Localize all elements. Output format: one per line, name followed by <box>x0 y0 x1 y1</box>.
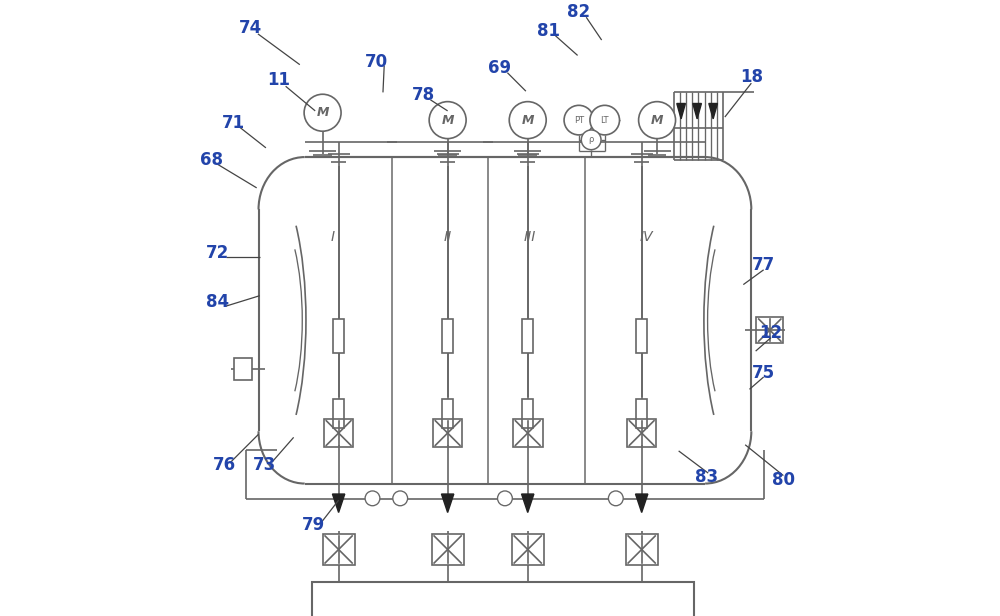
Bar <box>522 319 533 353</box>
Circle shape <box>429 102 466 139</box>
Circle shape <box>564 105 594 135</box>
Circle shape <box>608 491 623 506</box>
Text: 69: 69 <box>488 59 512 77</box>
Text: III: III <box>523 230 536 244</box>
Text: 75: 75 <box>752 363 775 382</box>
Text: 78: 78 <box>411 86 435 105</box>
Circle shape <box>581 130 601 150</box>
Text: II: II <box>444 230 452 244</box>
Bar <box>636 319 647 353</box>
Polygon shape <box>522 494 534 513</box>
Bar <box>323 534 355 565</box>
Text: M: M <box>441 113 454 127</box>
Text: 76: 76 <box>212 456 236 474</box>
Text: 73: 73 <box>253 456 276 474</box>
Text: 68: 68 <box>200 151 223 169</box>
Polygon shape <box>636 494 648 513</box>
Bar <box>522 399 533 428</box>
Text: 81: 81 <box>537 22 560 40</box>
Text: 12: 12 <box>759 323 783 342</box>
Bar <box>442 399 453 428</box>
Circle shape <box>639 102 676 139</box>
Text: IV: IV <box>640 230 653 244</box>
Bar <box>432 534 464 565</box>
Bar <box>627 419 656 447</box>
Polygon shape <box>709 103 717 119</box>
Bar <box>756 317 783 343</box>
Bar <box>333 399 344 428</box>
Text: 72: 72 <box>206 243 229 262</box>
Text: 83: 83 <box>695 468 718 487</box>
Circle shape <box>365 491 380 506</box>
Bar <box>324 419 353 447</box>
Text: LT: LT <box>600 116 609 124</box>
Bar <box>513 419 543 447</box>
Polygon shape <box>677 103 685 119</box>
Text: 82: 82 <box>567 3 590 22</box>
Text: ρ: ρ <box>588 136 594 144</box>
Polygon shape <box>441 494 454 513</box>
Text: M: M <box>316 106 329 120</box>
Circle shape <box>590 105 620 135</box>
Polygon shape <box>693 103 701 119</box>
Text: 11: 11 <box>267 71 290 89</box>
Circle shape <box>509 102 546 139</box>
Text: PT: PT <box>574 116 584 124</box>
Bar <box>626 534 658 565</box>
Text: 79: 79 <box>302 516 326 534</box>
Polygon shape <box>332 494 345 513</box>
Text: M: M <box>521 113 534 127</box>
Text: 74: 74 <box>239 18 262 37</box>
Text: 70: 70 <box>365 52 388 71</box>
Bar <box>312 582 694 616</box>
Bar <box>234 359 252 381</box>
Text: 84: 84 <box>206 293 229 311</box>
Circle shape <box>304 94 341 131</box>
Circle shape <box>393 491 408 506</box>
Text: 80: 80 <box>772 471 795 490</box>
Bar <box>636 399 647 428</box>
Text: 71: 71 <box>222 114 245 132</box>
Bar <box>333 319 344 353</box>
Text: 18: 18 <box>740 68 763 86</box>
Bar <box>512 534 544 565</box>
Text: 77: 77 <box>752 256 775 274</box>
Bar <box>442 319 453 353</box>
Text: M: M <box>651 113 663 127</box>
Text: I: I <box>330 230 335 244</box>
Circle shape <box>498 491 512 506</box>
Bar <box>433 419 462 447</box>
